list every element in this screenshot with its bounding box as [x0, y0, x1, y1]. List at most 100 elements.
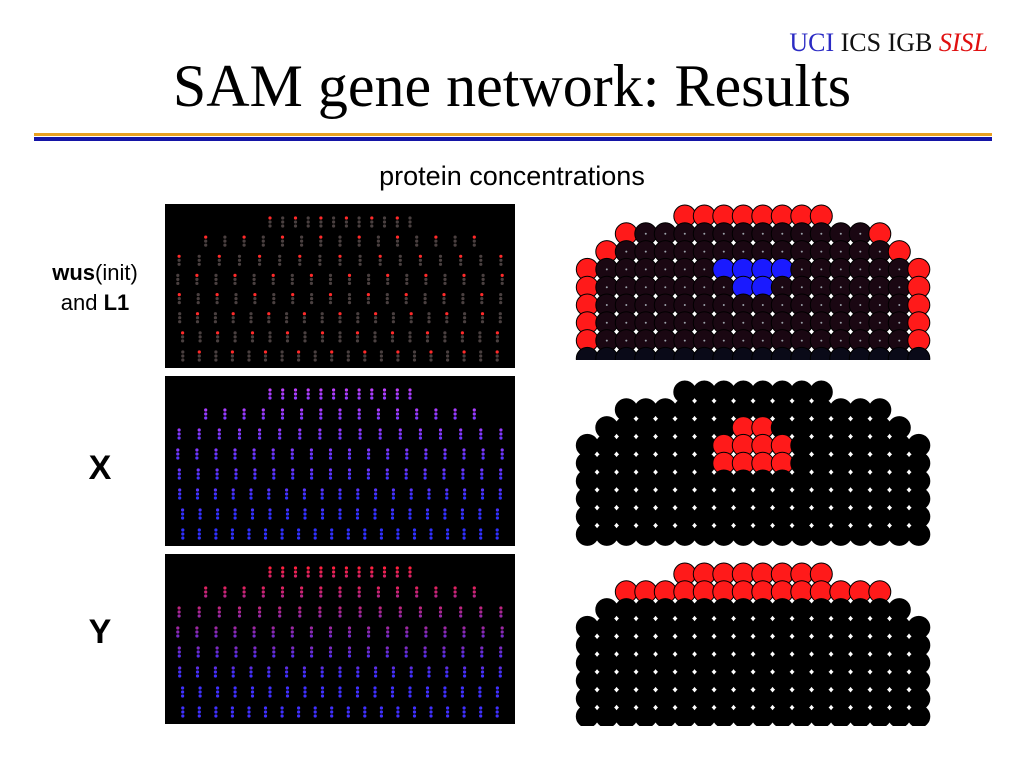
scatter-point — [223, 416, 227, 420]
cell-nucleus-dot — [781, 304, 784, 306]
scatter-point — [214, 350, 218, 354]
scatter-point — [355, 694, 360, 698]
scatter-point — [446, 350, 450, 354]
cell-nucleus-dot — [800, 339, 803, 342]
scatter-point — [247, 714, 251, 718]
scatter-point — [258, 436, 262, 440]
scatter-point — [480, 301, 484, 305]
scatter-point — [495, 710, 499, 714]
scatter-point — [480, 488, 485, 492]
scatter-point — [499, 606, 503, 610]
scatter-point — [278, 428, 282, 432]
scatter-point — [181, 358, 185, 362]
scatter-point — [318, 606, 322, 610]
scatter-point — [253, 476, 257, 480]
scatter-point — [204, 243, 208, 247]
scatter-point — [358, 432, 362, 436]
cell-nucleus-dot — [644, 268, 647, 271]
scatter-point — [197, 710, 201, 714]
scatter-point — [479, 706, 483, 710]
cell-nucleus-dot — [605, 268, 608, 271]
scatter-point — [281, 574, 285, 578]
scatter-point — [204, 412, 208, 416]
scatter-point — [418, 606, 422, 610]
scatter-point — [293, 396, 298, 400]
cell-circle — [887, 346, 911, 360]
scatter-point — [231, 320, 235, 324]
scatter-point — [320, 512, 325, 516]
scatter-point — [280, 586, 285, 590]
scatter-point — [344, 392, 348, 396]
scatter-point — [418, 258, 422, 262]
cell-circle — [751, 346, 775, 360]
scatter-point — [390, 686, 395, 690]
scatter-point — [480, 293, 484, 297]
scatter-point — [461, 297, 465, 301]
scatter-point — [181, 350, 185, 354]
scatter-point — [280, 710, 284, 714]
scatter-point — [310, 646, 314, 650]
scatter-point — [268, 512, 272, 516]
scatter-point — [252, 630, 256, 634]
cell-circle — [790, 346, 814, 360]
scatter-point — [204, 416, 208, 420]
cell-nucleus-dot — [722, 321, 725, 324]
scatter-point — [495, 335, 499, 339]
scatter-point — [425, 694, 430, 698]
cell-circle — [907, 522, 931, 546]
scatter-point — [418, 436, 422, 440]
scatter-point — [379, 536, 383, 540]
cell-nucleus-dot — [800, 286, 803, 289]
cell-circle — [731, 346, 755, 360]
scatter-point — [215, 472, 219, 476]
scatter-point — [330, 528, 334, 532]
scatter-point — [198, 335, 202, 339]
scatter-point — [250, 339, 255, 343]
scatter-point — [237, 614, 242, 618]
scatter-point — [204, 590, 208, 594]
scatter-point — [178, 496, 182, 500]
scatter-point — [204, 408, 208, 412]
scatter-point — [291, 654, 295, 658]
scatter-point — [429, 714, 433, 718]
scatter-point — [479, 606, 483, 610]
scatter-point — [438, 614, 443, 618]
scatter-point — [396, 710, 400, 714]
cell-circle — [829, 704, 853, 726]
scatter-point — [237, 432, 242, 436]
scatter-point — [460, 516, 464, 520]
scatter-point — [367, 456, 371, 460]
scatter-point — [197, 436, 201, 440]
scatter-point — [479, 428, 483, 432]
scatter-point — [309, 277, 313, 281]
scatter-point — [500, 634, 504, 638]
cell-nucleus-dot — [839, 268, 842, 271]
scatter-point — [460, 339, 464, 343]
scatter-point — [495, 532, 499, 536]
scatter-point — [197, 606, 201, 610]
scatter-point — [261, 235, 265, 239]
scatter-point — [434, 594, 438, 598]
scatter-point — [230, 536, 234, 540]
scatter-point — [223, 408, 227, 412]
scatter-point — [396, 536, 400, 540]
scatter-point — [357, 224, 361, 228]
scatter-point — [250, 686, 255, 690]
scatter-point — [217, 610, 221, 614]
scatter-point — [242, 243, 246, 247]
scatter-point — [499, 476, 503, 480]
scatter-point — [395, 574, 399, 578]
scatter-point — [280, 354, 284, 358]
scatter-point — [280, 412, 285, 416]
scatter-point — [358, 436, 362, 440]
scatter-point — [268, 570, 272, 574]
scatter-point — [267, 312, 271, 316]
scatter-point — [306, 392, 310, 396]
scatter-point — [378, 614, 382, 618]
scatter-point — [319, 586, 323, 590]
scatter-point — [320, 488, 324, 492]
scatter-point — [330, 536, 334, 540]
cell-nucleus-dot — [781, 321, 784, 324]
scatter-point — [374, 666, 378, 670]
scatter-point — [480, 666, 485, 670]
